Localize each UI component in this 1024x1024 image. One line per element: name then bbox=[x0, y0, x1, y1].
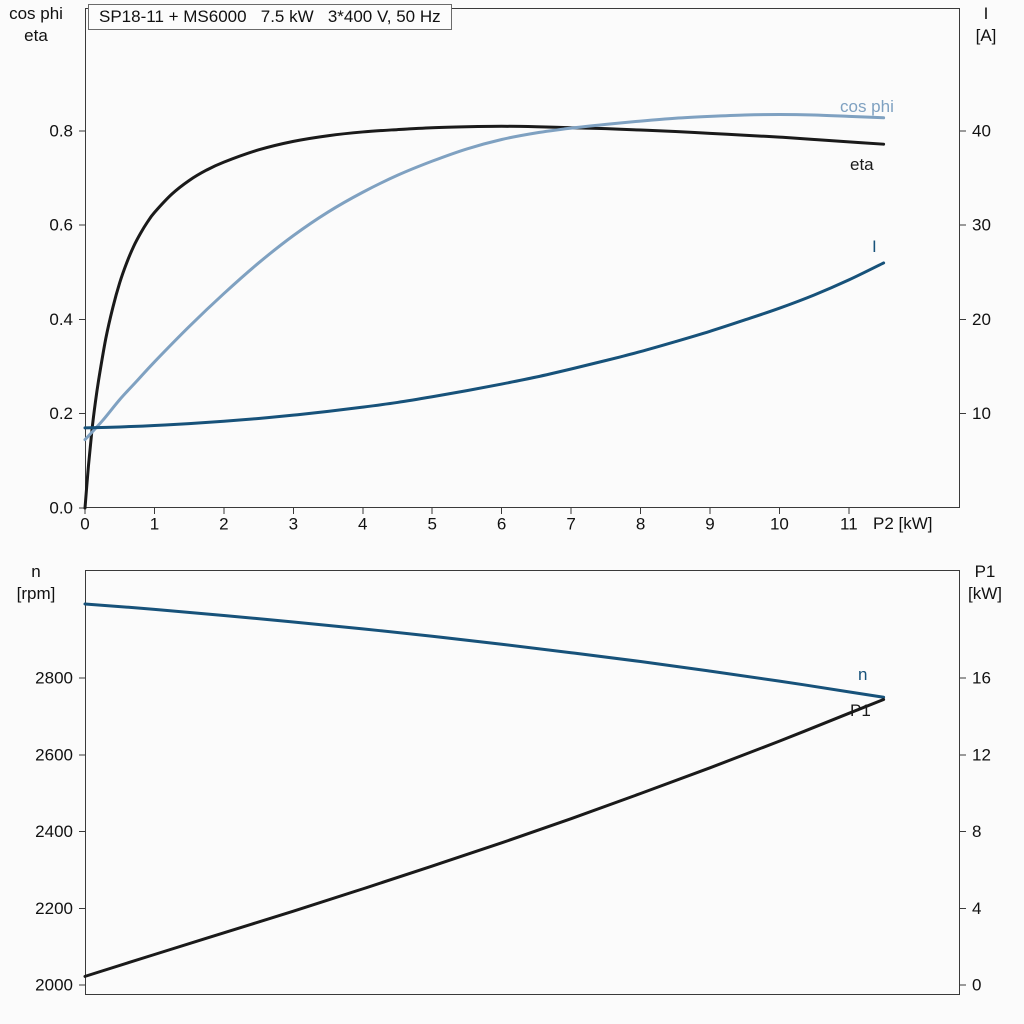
x-tick-label: 6 bbox=[497, 515, 506, 534]
y-left-tick-label: 0.6 bbox=[49, 216, 73, 235]
cos-phi-curve bbox=[83, 113, 886, 442]
top-left-axis-title-line2: eta bbox=[24, 26, 48, 45]
x-tick-label: 9 bbox=[705, 515, 714, 534]
top-right-axis-title-line1: I bbox=[983, 4, 989, 23]
y-right-tick-label: 0 bbox=[972, 976, 981, 995]
x-tick-label: 3 bbox=[289, 515, 298, 534]
x-tick-label: 1 bbox=[150, 515, 159, 534]
y-right-tick-label: 20 bbox=[972, 310, 991, 329]
y-left-tick-label: 2000 bbox=[35, 976, 73, 995]
chart-title-box: SP18-11 + MS6000 7.5 kW 3*400 V, 50 Hz bbox=[88, 4, 452, 30]
y-left-tick-label: 2200 bbox=[35, 899, 73, 918]
top-right-axis-title-line2: [A] bbox=[975, 26, 997, 45]
bottom-left-axis-title-line1: n bbox=[31, 562, 41, 581]
y-right-tick-label: 12 bbox=[972, 745, 991, 764]
eta-curve-label: eta bbox=[850, 155, 874, 174]
bottom-left-axis-title: n [rpm] bbox=[0, 561, 72, 605]
x-tick-label: 4 bbox=[358, 515, 367, 534]
y-right-tick-label: 4 bbox=[972, 899, 981, 918]
motor-efficiency-current-frame bbox=[85, 8, 960, 508]
y-left-tick-label: 2800 bbox=[35, 669, 73, 688]
top-left-axis-title: cos phi eta bbox=[0, 3, 72, 47]
p1-curve bbox=[83, 698, 886, 978]
x-tick-label: 11 bbox=[840, 515, 858, 534]
x-tick-label: 7 bbox=[566, 515, 575, 534]
p1-curve-label: P1 bbox=[850, 701, 871, 720]
bottom-right-axis-title-line1: P1 bbox=[974, 562, 996, 581]
y-left-tick-label: 2600 bbox=[35, 745, 73, 764]
top-left-axis-title-line1: cos phi bbox=[9, 4, 63, 23]
bottom-right-axis-title-line2: [kW] bbox=[968, 584, 1002, 603]
eta-curve bbox=[83, 124, 886, 510]
i-curve bbox=[83, 261, 886, 430]
y-left-tick-label: 0.0 bbox=[49, 499, 73, 518]
y-right-tick-label: 8 bbox=[972, 822, 981, 841]
y-right-tick-label: 10 bbox=[972, 404, 991, 423]
n-curve-label: n bbox=[858, 665, 867, 684]
speed-input-power-frame bbox=[85, 570, 960, 995]
x-tick-label: 2 bbox=[219, 515, 228, 534]
x-tick-label: 5 bbox=[427, 515, 436, 534]
x-tick-label: 0 bbox=[80, 515, 89, 534]
cos-phi-curve-label: cos phi bbox=[840, 97, 894, 116]
x-tick-label: 10 bbox=[770, 515, 789, 534]
y-right-tick-label: 40 bbox=[972, 121, 991, 140]
x-axis-title: P2 [kW] bbox=[873, 514, 933, 533]
y-left-tick-label: 0.4 bbox=[49, 310, 73, 329]
y-left-tick-label: 2400 bbox=[35, 822, 73, 841]
y-left-tick-label: 0.2 bbox=[49, 404, 73, 423]
bottom-left-axis-title-line2: [rpm] bbox=[16, 584, 56, 603]
i-curve-label: I bbox=[872, 237, 877, 256]
y-left-tick-label: 0.8 bbox=[49, 121, 73, 140]
top-right-axis-title: I [A] bbox=[954, 3, 1018, 47]
bottom-right-axis-title: P1 [kW] bbox=[952, 561, 1018, 605]
n-curve bbox=[83, 602, 886, 699]
x-tick-label: 8 bbox=[636, 515, 645, 534]
y-right-tick-label: 16 bbox=[972, 669, 991, 688]
y-right-tick-label: 30 bbox=[972, 216, 991, 235]
